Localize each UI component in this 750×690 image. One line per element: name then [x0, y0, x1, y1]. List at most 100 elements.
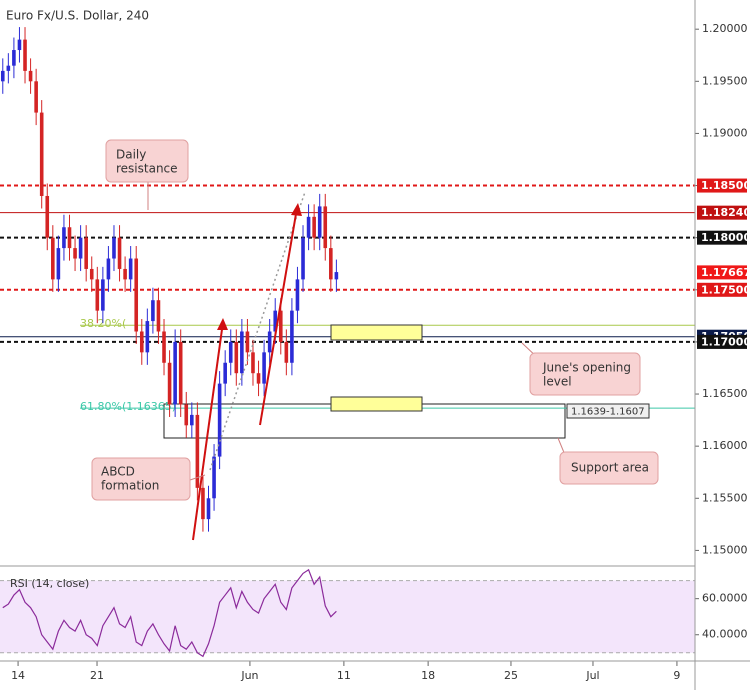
candle-body: [217, 383, 222, 457]
price-tag-label: 1.18500: [701, 179, 750, 192]
candle-body: [134, 258, 139, 332]
candle-body: [123, 268, 127, 280]
zone-rect: [330, 396, 423, 412]
y-tick-label: 1.16000: [702, 439, 748, 452]
rsi-band: [0, 580, 695, 653]
drawings-back: [0, 403, 695, 653]
y-tick-label: 1.16500: [702, 387, 748, 400]
x-tick-label: 21: [90, 669, 104, 682]
candle-body: [301, 237, 305, 280]
candle-body: [162, 331, 166, 363]
candle-body: [334, 272, 339, 280]
candle-body: [156, 300, 161, 332]
candle-body: [178, 341, 183, 405]
candle-body: [267, 331, 272, 353]
callout: [91, 457, 191, 501]
drawings: Daily resistance June's opening level AB…: [6, 9, 750, 591]
y-tick-label: 1.15500: [702, 491, 748, 504]
price-tag-label: 1.18000: [701, 231, 750, 244]
candle-body: [167, 362, 172, 405]
candle-body: [62, 227, 66, 249]
candle-body: [251, 352, 255, 374]
candle-body: [273, 310, 278, 332]
annotation: June's opening: [542, 361, 631, 375]
candle-body: [212, 456, 216, 499]
candle-body: [295, 279, 300, 311]
candle-body: [234, 341, 239, 374]
zone-rect: [330, 324, 423, 341]
candle-body: [39, 112, 44, 196]
candle-body: [67, 227, 72, 249]
candle-body: [34, 81, 38, 113]
x-tick-label: 18: [421, 669, 435, 682]
candle-body: [240, 331, 244, 374]
price-tag-label: 1.18240: [701, 206, 750, 219]
fib-label: 61.80%(1.16365): [80, 400, 176, 413]
candle-body: [206, 498, 211, 520]
fib-label: 38.20%(: [80, 317, 126, 330]
annotation: Support area: [571, 461, 649, 475]
y-tick-label: 60.0000: [702, 592, 748, 605]
x-tick-label: Jun: [240, 669, 258, 682]
candle-body: [6, 65, 11, 71]
range-label: 1.1639-1.1607: [571, 407, 645, 418]
candle-body: [329, 248, 333, 280]
annotation: Daily: [116, 148, 146, 162]
candle-body: [223, 362, 227, 384]
candle-body: [106, 258, 111, 280]
callout: [559, 451, 659, 485]
candle-body: [139, 331, 144, 353]
arrow-head: [217, 318, 228, 330]
candle-body: [117, 237, 122, 269]
callout: [529, 352, 641, 396]
annotation: ABCD: [101, 465, 135, 479]
candle-body: [101, 279, 105, 311]
candle-body: [17, 39, 22, 51]
price-tag: [697, 282, 747, 297]
candle-body: [228, 341, 233, 363]
x-tick-label: 25: [504, 669, 518, 682]
candle-body: [0, 70, 5, 82]
y-tick-label: 1.20000: [702, 22, 748, 35]
candle-body: [306, 216, 311, 238]
price-tag: [697, 334, 747, 349]
annotation: resistance: [116, 162, 178, 176]
x-tick-label: 11: [337, 669, 351, 682]
candle-body: [173, 341, 177, 405]
y-tick-label: 1.15000: [702, 543, 748, 556]
y-tick-label: 1.19500: [702, 74, 748, 87]
chart-title: Euro Fx/U.S. Dollar, 240: [6, 9, 149, 23]
candle-body: [89, 268, 94, 280]
candle-body: [195, 414, 200, 488]
rsi-title: RSI (14, close): [10, 577, 89, 590]
candle-body: [73, 248, 77, 259]
x-tick-label: 14: [11, 669, 25, 682]
candle-body: [23, 39, 27, 71]
annotation: level: [543, 375, 572, 389]
candle-body: [184, 404, 189, 426]
candle-body: [262, 352, 266, 384]
candle-body: [151, 300, 155, 322]
price-tag-label: 1.17000: [701, 335, 750, 348]
price-tag: [697, 230, 747, 245]
y-tick-label: 40.0000: [702, 628, 748, 641]
rsi-line: [2, 568, 337, 658]
price-tag-label: 1.17500: [701, 283, 750, 296]
arrow: [192, 321, 224, 541]
candle-body: [312, 216, 316, 238]
candle-body: [84, 237, 88, 269]
x-tick-label: 9: [673, 669, 680, 682]
price-tag: [697, 178, 747, 193]
x-tick-label: Jul: [585, 669, 599, 682]
callout: [105, 139, 189, 183]
candle-body: [56, 248, 61, 280]
y-tick-label: 1.19000: [702, 126, 748, 139]
candle-body: [201, 487, 205, 520]
candle-body: [317, 206, 322, 238]
dotted-line: [209, 191, 306, 471]
candle-body: [278, 310, 283, 342]
candle-body: [256, 373, 261, 384]
candle-body: [290, 310, 294, 363]
